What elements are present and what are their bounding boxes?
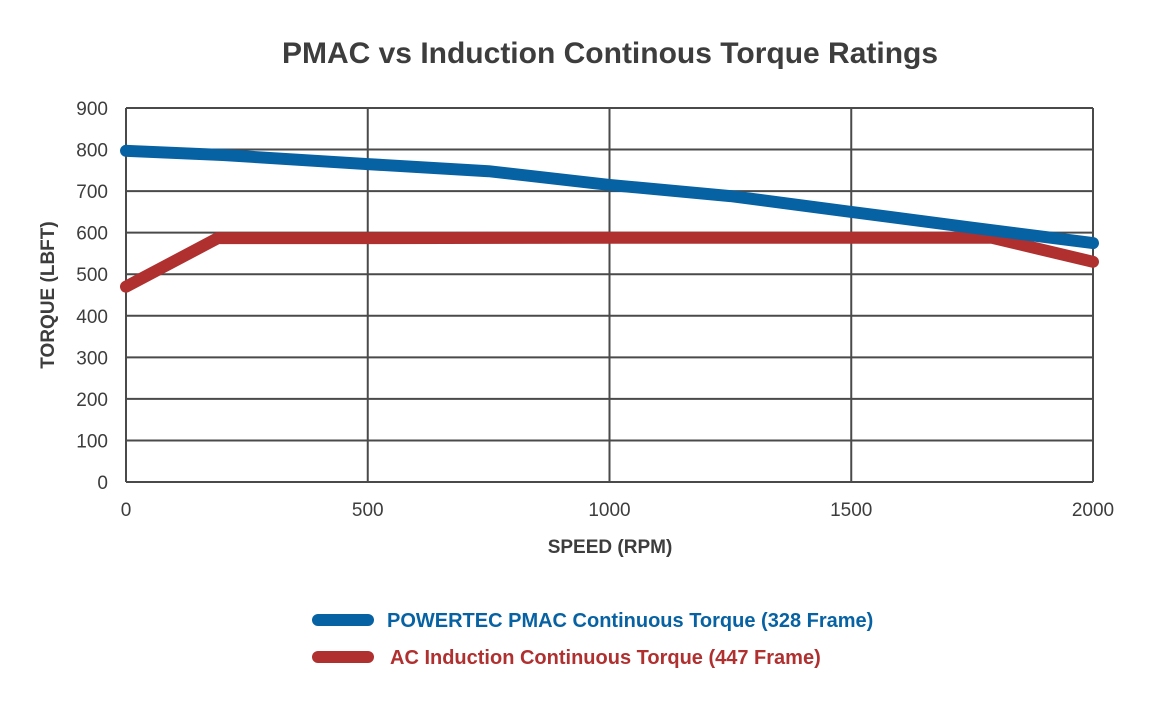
y-tick-label: 0 xyxy=(97,473,108,494)
chart-title: PMAC vs Induction Continous Torque Ratin… xyxy=(282,37,938,70)
x-tick-label: 2000 xyxy=(1072,500,1114,521)
y-tick-label: 700 xyxy=(76,182,108,203)
y-tick-label: 600 xyxy=(76,224,108,245)
y-axis-label: TORQUE (LBFT) xyxy=(38,221,59,368)
grid xyxy=(125,107,1094,483)
y-tick-label: 800 xyxy=(76,141,108,162)
x-tick-label: 500 xyxy=(352,500,384,521)
y-tick-label: 100 xyxy=(76,431,108,452)
x-tick-label: 0 xyxy=(121,500,132,521)
y-tick-label: 900 xyxy=(76,99,108,120)
series-line xyxy=(120,231,1099,293)
legend: POWERTEC PMAC Continuous Torque (328 Fra… xyxy=(312,610,873,669)
x-tick-label: 1000 xyxy=(588,500,630,521)
x-axis-ticks: 0 500 1000 1500 2000 xyxy=(121,500,1114,521)
series-line xyxy=(120,144,1099,250)
y-tick-label: 400 xyxy=(76,307,108,328)
y-tick-label: 300 xyxy=(76,348,108,369)
y-tick-label: 500 xyxy=(76,265,108,286)
y-axis-ticks: 0 100 200 300 400 500 600 700 800 900 xyxy=(76,99,108,494)
x-axis-label: SPEED (RPM) xyxy=(548,537,673,558)
series-lines xyxy=(120,144,1099,293)
y-tick-label: 200 xyxy=(76,390,108,411)
legend-label: AC Induction Continuous Torque (447 Fram… xyxy=(390,647,821,669)
x-tick-label: 1500 xyxy=(830,500,872,521)
legend-label: POWERTEC PMAC Continuous Torque (328 Fra… xyxy=(387,610,873,632)
